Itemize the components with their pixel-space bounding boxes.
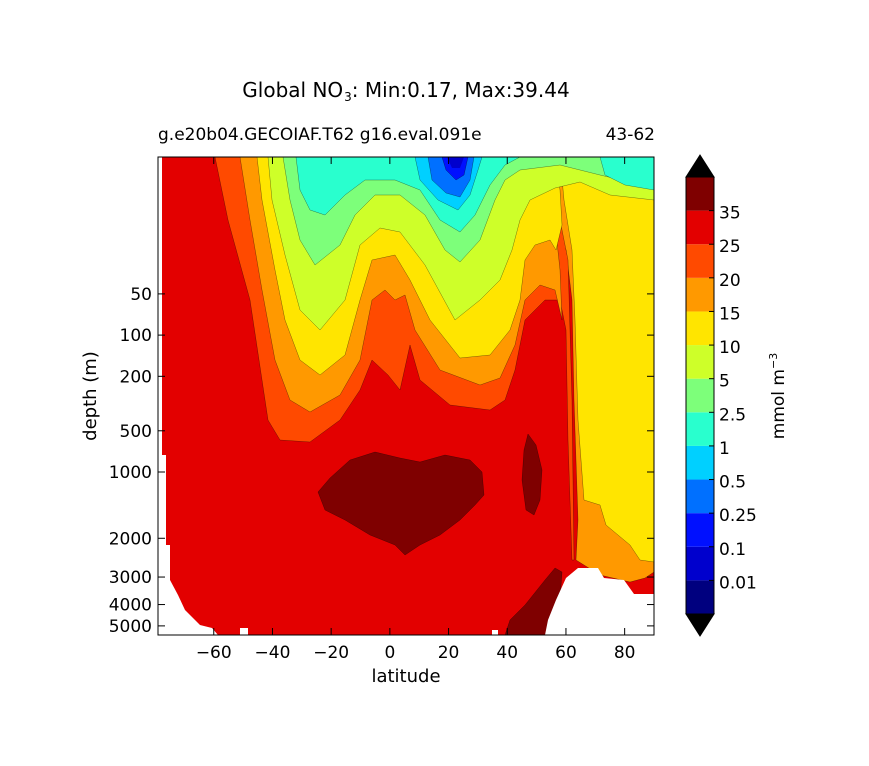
y-tick-label: 500: [120, 422, 152, 442]
x-axis-label: latitude: [371, 666, 440, 687]
colorbar-tick-label: 5: [719, 372, 730, 392]
y-tick-label: 100: [120, 326, 152, 346]
colorbar-label: mmol m−3: [767, 353, 789, 439]
x-axis-ticks: −60 −40 −20 0 20 40 60 80: [196, 157, 636, 663]
x-tick-label: 60: [555, 643, 577, 663]
colorbar-tick-label: 1: [719, 439, 730, 459]
fill-level-10-15-arctic: [559, 157, 654, 563]
fill-level-1-2.5: [295, 157, 654, 233]
colorbar-segment: [686, 412, 714, 446]
colorbar-segment: [686, 445, 714, 480]
colorbar-segment: [686, 177, 714, 211]
chart-title: Global NO3: Min:0.17, Max:39.44: [242, 78, 570, 104]
y-tick-label: 2000: [109, 529, 152, 549]
colorbar-segment: [686, 479, 714, 514]
colorbar-segment: [686, 244, 714, 278]
years-subtitle: 43-62: [605, 125, 655, 145]
contour-fills: [158, 157, 654, 635]
colorbar-tick-label: 20: [719, 271, 741, 291]
case-name-subtitle: g.e20b04.GECOIAF.T62 g16.eval.091e: [158, 125, 482, 145]
y-tick-label: 5000: [109, 617, 152, 637]
x-tick-label: −40: [255, 643, 291, 663]
y-tick-label: 50: [130, 285, 152, 305]
x-tick-label: −60: [196, 643, 232, 663]
colorbar-segment: [686, 513, 714, 547]
colorbar-segment: [686, 311, 714, 346]
colorbar-tick-label: 0.25: [719, 506, 757, 526]
y-axis-label: depth (m): [80, 351, 101, 441]
colorbar-segment: [686, 378, 714, 413]
x-tick-label: −20: [313, 643, 349, 663]
colorbar-frame: [685, 176, 715, 615]
land-arctic: [545, 568, 654, 635]
colorbar-tick-label: 0.5: [719, 473, 746, 493]
colorbar-segment: [686, 210, 714, 245]
y-tick-label: 3000: [109, 568, 152, 588]
x-tick-label: 80: [614, 643, 636, 663]
colorbar-segment: [686, 277, 714, 312]
x-tick-label: 40: [496, 643, 518, 663]
fill-level-above-35-deep: [317, 451, 485, 556]
colorbar-tick-label: 0.01: [719, 573, 757, 593]
colorbar-segment: [686, 345, 714, 379]
colorbar-segment: [686, 580, 714, 614]
colorbar-tick-label: 25: [719, 237, 741, 257]
colorbar-extend-max: [685, 154, 715, 178]
colorbar-segment: [686, 546, 714, 581]
colorbar-tick-label: 10: [719, 338, 741, 358]
colorbar-tick-label: 2.5: [719, 405, 746, 425]
x-tick-label: 0: [384, 643, 395, 663]
colorbar: 0.01 0.1 0.25 0.5 1 2.5 5 10 15 20 25 35: [685, 154, 757, 637]
colorbar-tick-label: 15: [719, 304, 741, 324]
fill-level-above-35-north-pacific: [521, 433, 543, 516]
land-antarctic: [158, 157, 218, 635]
colorbar-extend-min: [685, 613, 715, 637]
y-tick-label: 4000: [109, 596, 152, 616]
x-tick-label: 20: [438, 643, 460, 663]
colorbar-tick-label: 0.1: [719, 540, 746, 560]
y-tick-label: 1000: [109, 463, 152, 483]
colorbar-tick-label: 35: [719, 204, 741, 224]
y-tick-label: 200: [120, 367, 152, 387]
fill-level-0.01-0.1: [447, 157, 464, 168]
plot-frame: [157, 156, 655, 636]
